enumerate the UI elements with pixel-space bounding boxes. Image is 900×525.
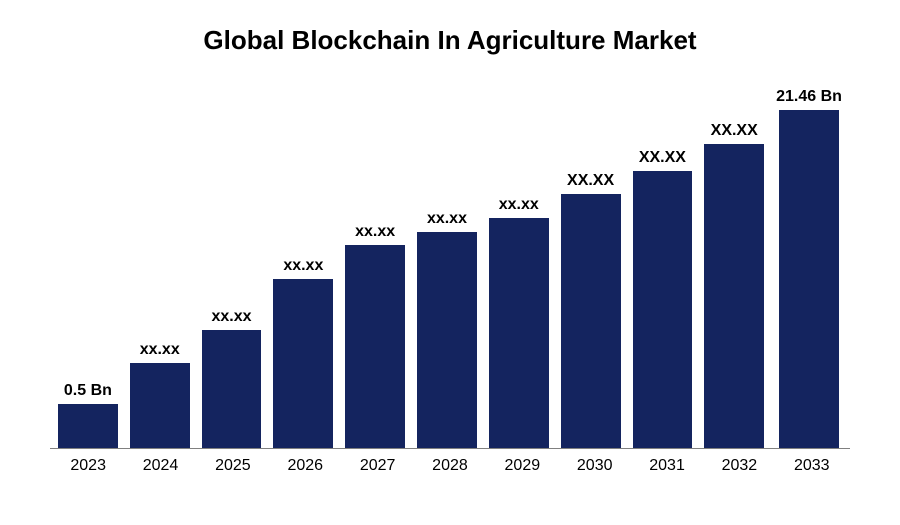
bar-value-label: 21.46 Bn bbox=[776, 88, 842, 106]
bar bbox=[704, 144, 764, 448]
bar-value-label: XX.XX bbox=[567, 172, 614, 190]
x-axis-tick: 2032 bbox=[709, 457, 769, 475]
bar-group: xx.xx bbox=[130, 76, 190, 448]
x-axis-tick: 2026 bbox=[275, 457, 335, 475]
bar-value-label: xx.xx bbox=[140, 341, 180, 359]
bar-value-label: xx.xx bbox=[283, 257, 323, 275]
x-axis-tick: 2033 bbox=[782, 457, 842, 475]
bar-value-label: xx.xx bbox=[499, 196, 539, 214]
x-axis-tick: 2024 bbox=[130, 457, 190, 475]
x-axis-tick: 2023 bbox=[58, 457, 118, 475]
bar bbox=[58, 404, 118, 448]
plot-area: 0.5 Bn xx.xx xx.xx xx.xx xx.xx xx.xx xx.xx XX.X… bbox=[50, 76, 850, 449]
bar bbox=[273, 279, 333, 448]
bar-group: XX.XX bbox=[633, 76, 693, 448]
bar bbox=[130, 363, 190, 448]
bar bbox=[633, 171, 693, 448]
chart-container: Global Blockchain In Agriculture Market … bbox=[0, 0, 900, 525]
bars-wrapper: 0.5 Bn xx.xx xx.xx xx.xx xx.xx xx.xx xx.xx XX.X… bbox=[50, 76, 850, 448]
bar-group: xx.xx bbox=[489, 76, 549, 448]
x-axis-tick: 2029 bbox=[492, 457, 552, 475]
bar-group: XX.XX bbox=[561, 76, 621, 448]
bar-group: xx.xx bbox=[417, 76, 477, 448]
bar-group: xx.xx bbox=[273, 76, 333, 448]
x-axis-tick: 2025 bbox=[203, 457, 263, 475]
bar-value-label: xx.xx bbox=[427, 210, 467, 228]
bar-value-label: xx.xx bbox=[355, 223, 395, 241]
bar-group: 21.46 Bn bbox=[776, 76, 842, 448]
bar-value-label: xx.xx bbox=[212, 308, 252, 326]
x-axis-tick: 2027 bbox=[347, 457, 407, 475]
bar-group: xx.xx bbox=[345, 76, 405, 448]
bar bbox=[561, 194, 621, 448]
bar-group: xx.xx bbox=[202, 76, 262, 448]
bar-value-label: XX.XX bbox=[711, 122, 758, 140]
bar-value-label: 0.5 Bn bbox=[64, 382, 112, 400]
bar bbox=[417, 232, 477, 448]
chart-title: Global Blockchain In Agriculture Market bbox=[50, 25, 850, 56]
bar bbox=[489, 218, 549, 448]
bar bbox=[345, 245, 405, 448]
bar bbox=[779, 110, 839, 448]
x-axis-tick: 2031 bbox=[637, 457, 697, 475]
x-axis-tick: 2030 bbox=[565, 457, 625, 475]
bar-group: XX.XX bbox=[704, 76, 764, 448]
bar bbox=[202, 330, 262, 448]
x-axis-tick: 2028 bbox=[420, 457, 480, 475]
bar-group: 0.5 Bn bbox=[58, 76, 118, 448]
bar-value-label: XX.XX bbox=[639, 149, 686, 167]
x-axis: 2023 2024 2025 2026 2027 2028 2029 2030 2031 2032… bbox=[50, 449, 850, 475]
